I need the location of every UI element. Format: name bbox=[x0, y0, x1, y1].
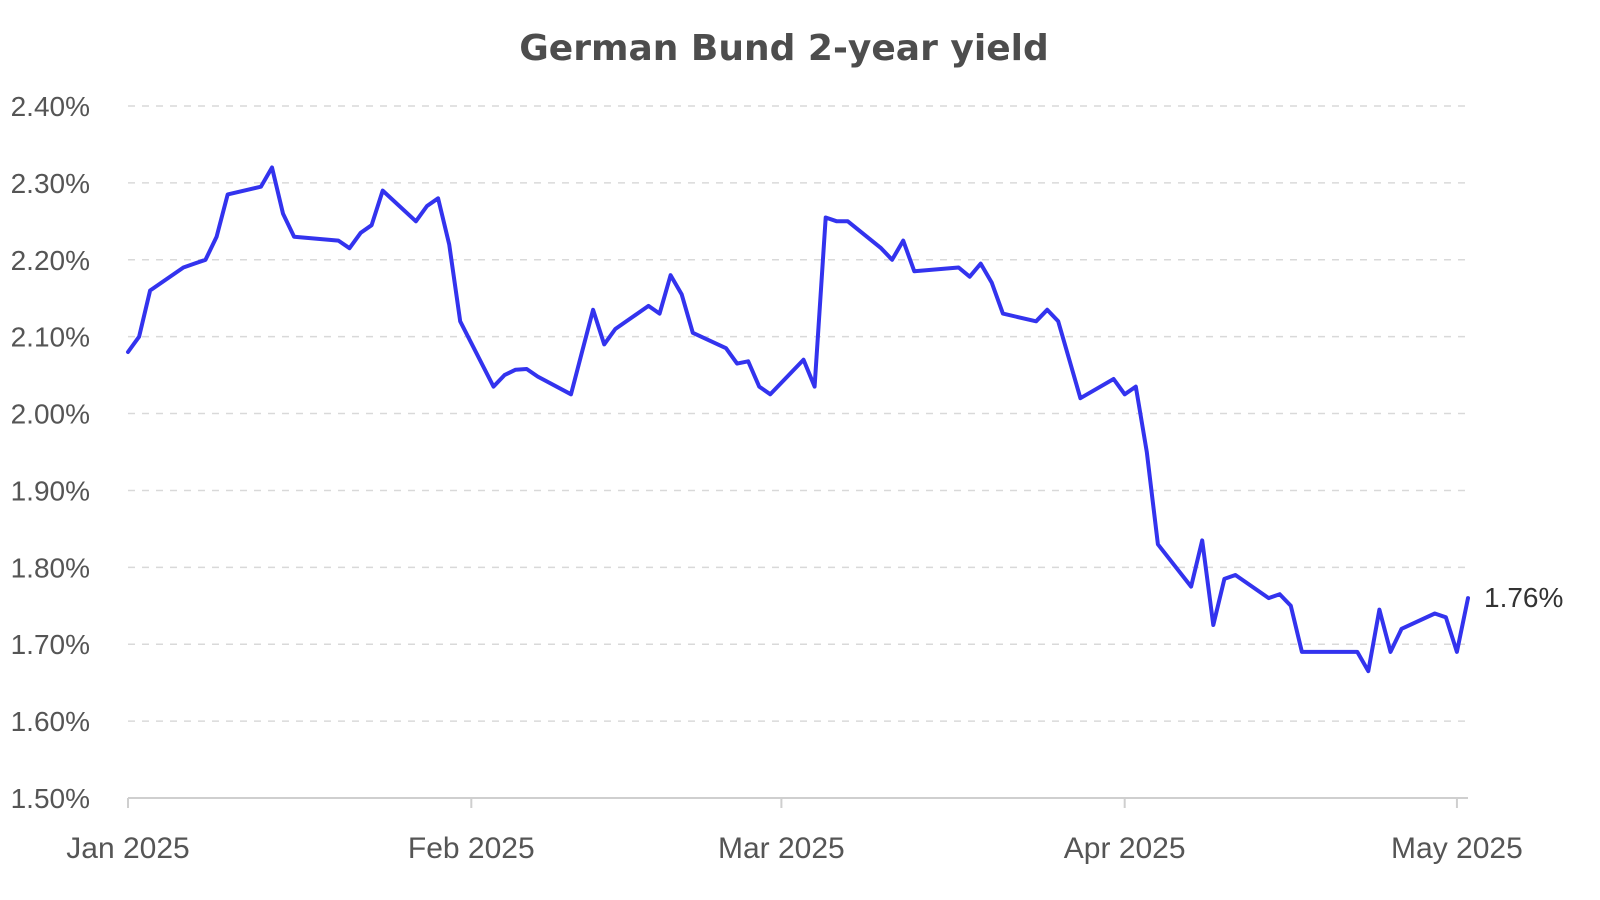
y-tick-label: 1.90% bbox=[11, 475, 90, 506]
series-line bbox=[126, 165, 1470, 674]
y-tick-label: 2.20% bbox=[11, 245, 90, 276]
x-axis-ticks: Jan 2025 Feb 2025 Mar 2025 Apr 2025 May 2025 bbox=[66, 798, 1523, 865]
end-label-layer: 1.76% bbox=[1484, 582, 1563, 613]
y-tick-label: 2.00% bbox=[11, 399, 90, 430]
chart-title: German Bund 2-year yield bbox=[519, 28, 1048, 69]
end-value-label: 1.76% bbox=[1484, 582, 1563, 613]
x-tick-label: May 2025 bbox=[1391, 832, 1523, 865]
y-tick-label: 2.40% bbox=[11, 91, 90, 122]
y-tick-label: 1.80% bbox=[11, 552, 90, 583]
y-tick-label: 2.10% bbox=[11, 322, 90, 353]
y-tick-label: 1.60% bbox=[11, 706, 90, 737]
x-tick-label: Apr 2025 bbox=[1064, 832, 1186, 865]
y-tick-label: 1.70% bbox=[11, 629, 90, 660]
x-tick-label: Jan 2025 bbox=[66, 832, 189, 865]
gridlines bbox=[128, 105, 1468, 722]
y-tick-label: 1.50% bbox=[11, 783, 90, 814]
x-tick-label: Mar 2025 bbox=[718, 832, 845, 865]
y-tick-label: 2.30% bbox=[11, 168, 90, 199]
y-axis-tick-labels: 2.40% 2.30% 2.20% 2.10% 2.00% 1.90% 1.80% 1.70%… bbox=[11, 91, 90, 814]
series-layer bbox=[126, 165, 1470, 674]
x-tick-label: Feb 2025 bbox=[408, 832, 535, 865]
